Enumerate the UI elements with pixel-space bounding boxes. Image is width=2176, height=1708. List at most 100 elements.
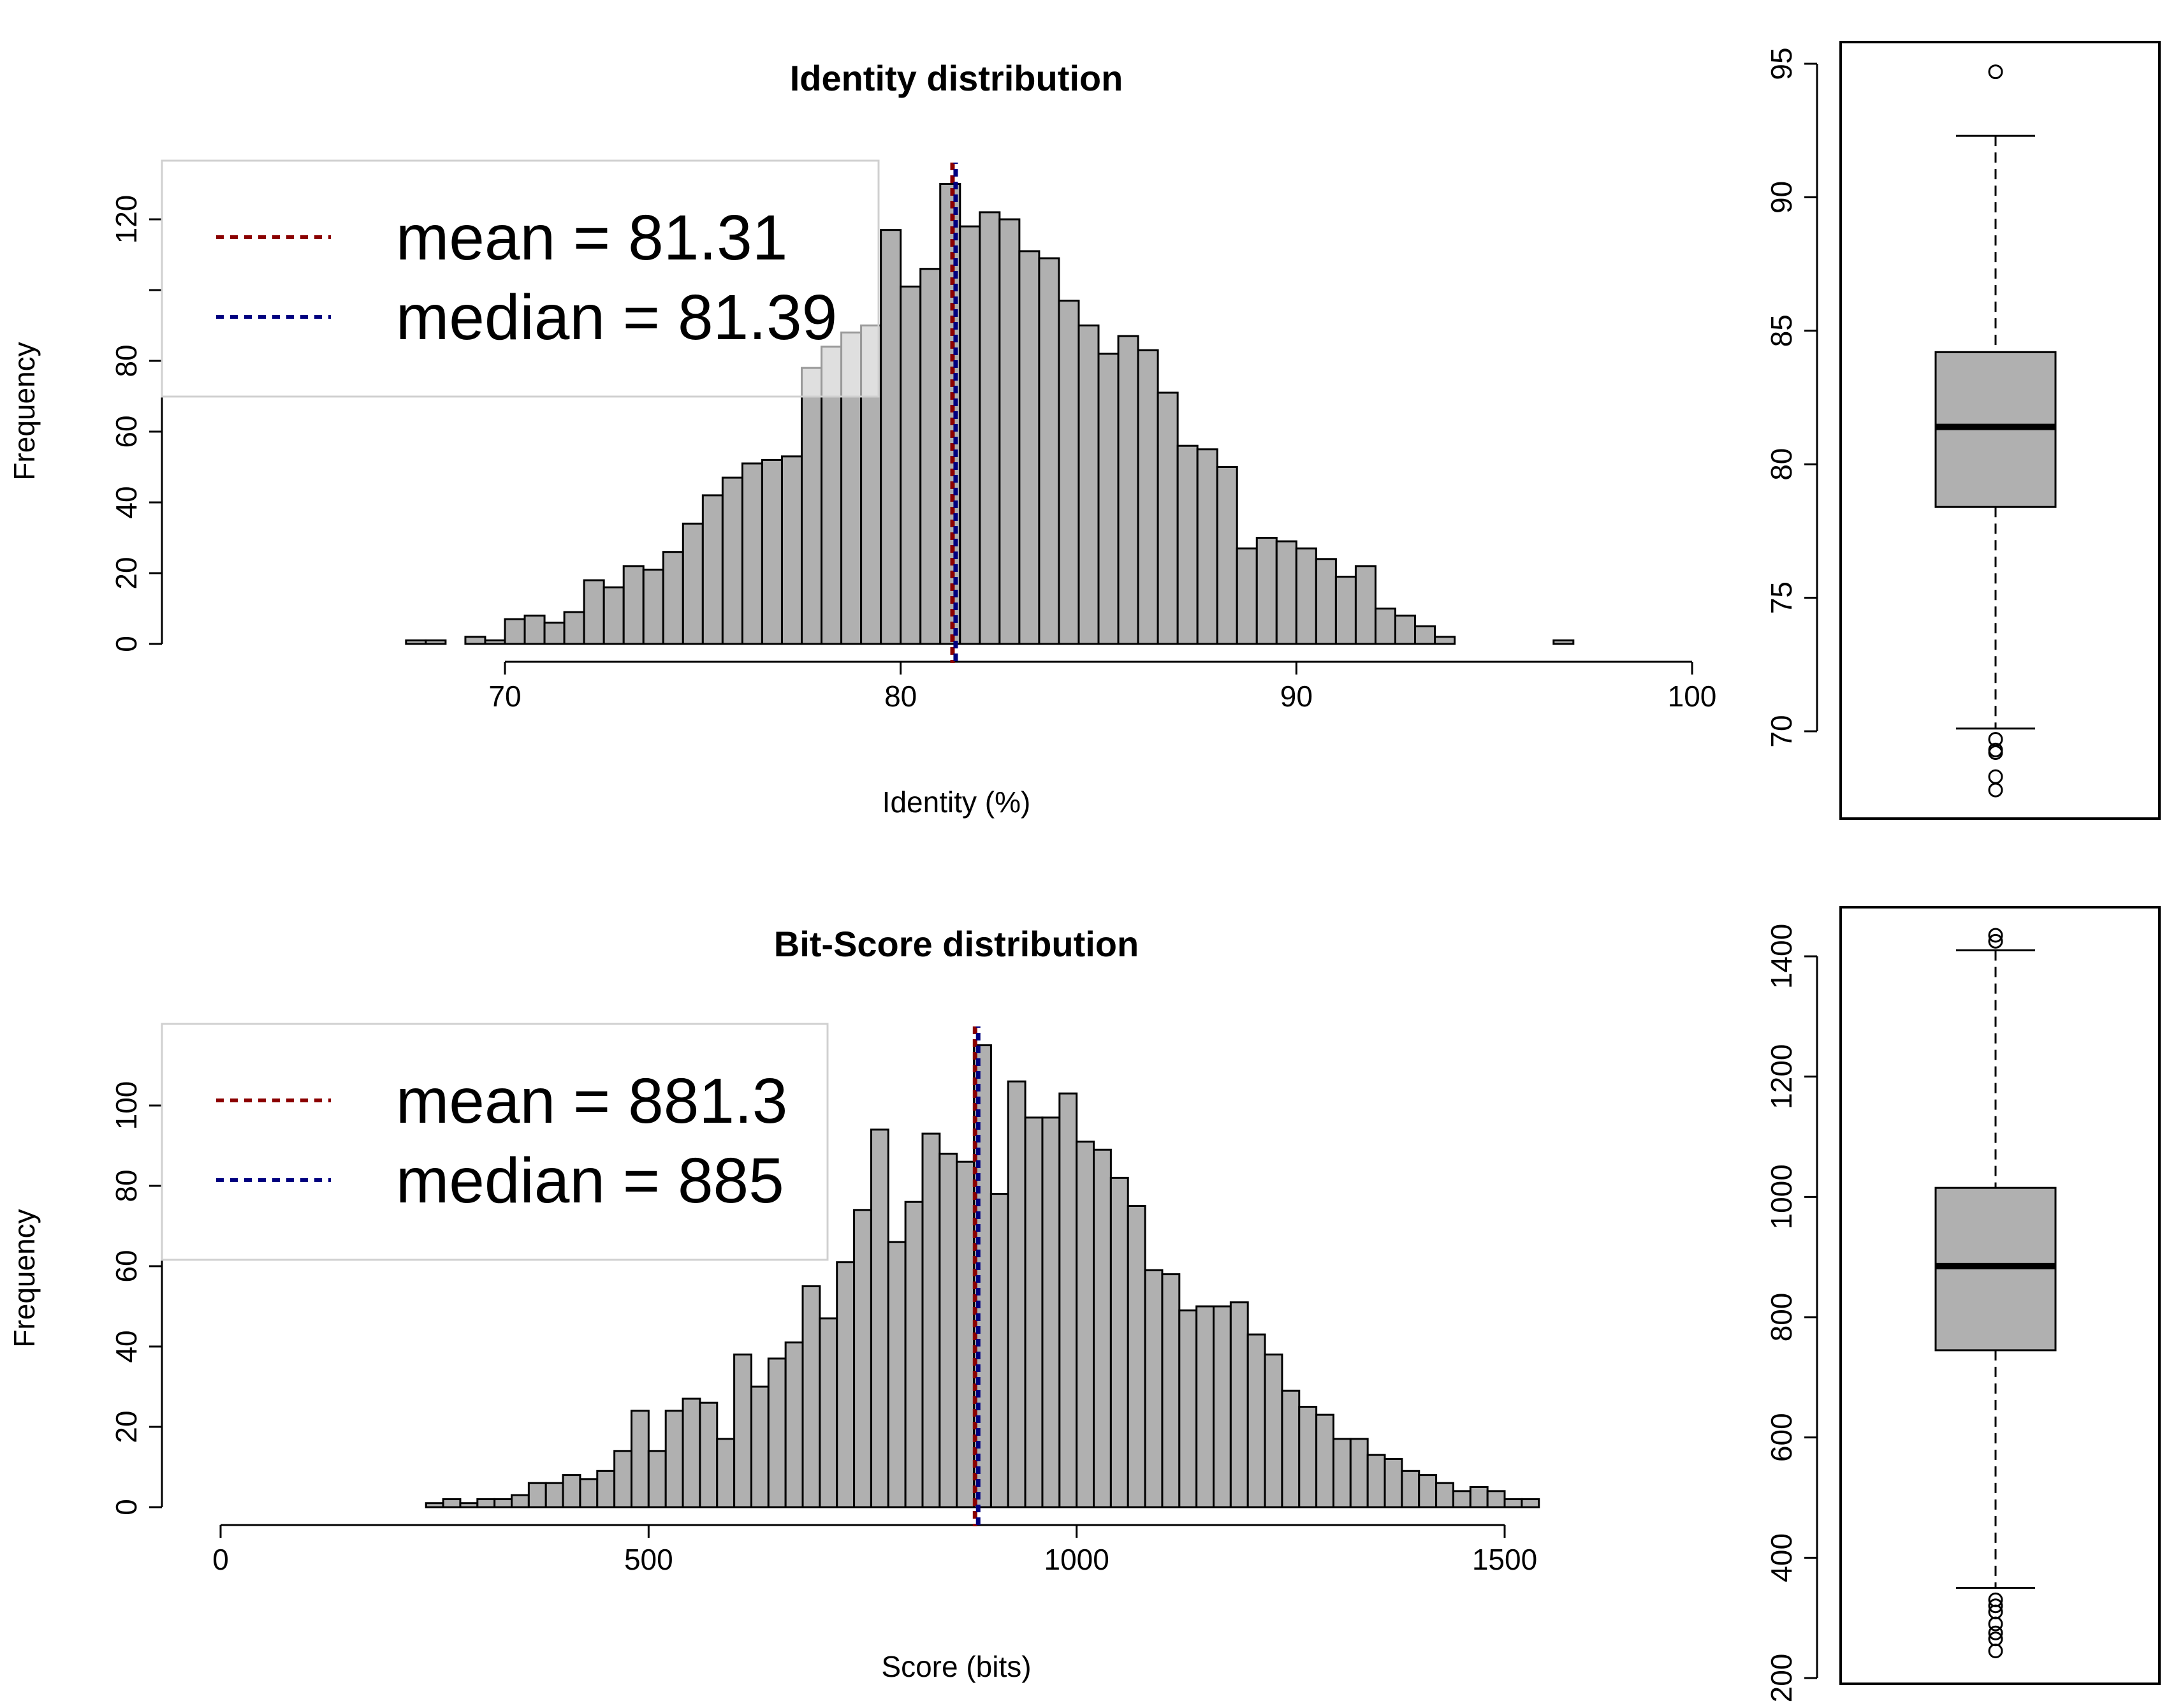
histogram-bar	[1038, 257, 1060, 645]
outlier-point	[1988, 928, 2003, 943]
histogram-bar	[921, 1132, 941, 1508]
histogram-bar	[870, 1128, 889, 1508]
histogram-bar	[544, 1482, 564, 1508]
histogram-bar	[1255, 537, 1278, 645]
identity-boxplot: 70 75 80 85 90 95	[1765, 41, 2161, 820]
y-tick-label: 1000	[1765, 1164, 1798, 1229]
histogram-bar	[504, 618, 526, 645]
x-tick-label: 80	[884, 680, 917, 713]
y-tick-label: 200	[1765, 1654, 1798, 1703]
x-tick-label: 500	[624, 1543, 673, 1576]
y-tick-label: 80	[110, 1169, 143, 1202]
histogram-bar	[1418, 1474, 1438, 1508]
histogram-bar	[801, 1285, 821, 1508]
y-tick-label: 20	[110, 557, 143, 589]
histogram-bar	[801, 367, 823, 645]
histogram-bar	[1486, 1490, 1506, 1508]
histogram-bar	[780, 455, 803, 645]
histogram-bar	[819, 1317, 838, 1508]
x-tick-label: 90	[1280, 680, 1313, 713]
histogram-bar	[1298, 1406, 1318, 1508]
outlier-point	[1988, 1598, 2003, 1614]
y-tick-label: 60	[110, 1250, 143, 1282]
histogram-bar	[662, 551, 684, 645]
histogram-bar	[1109, 1176, 1129, 1508]
histogram-bar	[493, 1498, 513, 1508]
histogram-bar	[602, 586, 625, 645]
histogram-bar	[904, 1201, 924, 1508]
y-tick-label: 40	[110, 1330, 143, 1362]
histogram-bar	[1246, 1333, 1266, 1508]
histogram-bar	[511, 1494, 530, 1508]
legend-label: median = 81.39	[396, 282, 837, 353]
histogram-bar	[664, 1410, 684, 1508]
histogram-bar	[998, 218, 1021, 645]
histogram-bar	[543, 622, 566, 645]
y-tick-label: 90	[1765, 181, 1798, 214]
histogram-bar	[1452, 1490, 1471, 1508]
histogram-bar	[682, 1398, 701, 1508]
histogram-bar	[699, 1401, 719, 1508]
histogram-bar	[1236, 547, 1258, 645]
chart-title: Identity distribution	[790, 58, 1123, 98]
histogram-bar	[1503, 1498, 1523, 1508]
histogram-bar	[1058, 1092, 1078, 1508]
histogram-bar	[1315, 1413, 1334, 1508]
x-tick-label: 1500	[1472, 1543, 1537, 1576]
histogram-bar	[1275, 540, 1297, 645]
histogram-bar	[750, 1385, 770, 1508]
outlier-point	[1988, 782, 2003, 798]
histogram-bar	[425, 1502, 444, 1508]
histogram-bar	[1041, 1116, 1061, 1508]
histogram-bar	[1401, 1470, 1420, 1508]
x-tick-label: 100	[1668, 680, 1717, 713]
histogram-bar	[583, 579, 605, 645]
histogram-bar	[1216, 466, 1238, 645]
bitscore-histogram: Bit-Score distribution Frequency Score (…	[8, 924, 1540, 1683]
histogram-bar	[1332, 1438, 1352, 1508]
y-tick-label: 70	[1765, 715, 1798, 747]
histogram-bar	[647, 1450, 667, 1508]
y-tick-label: 0	[110, 1499, 143, 1515]
histogram-bar	[405, 639, 427, 645]
histogram-bar	[1178, 1309, 1198, 1508]
histogram-bar	[1394, 615, 1417, 645]
histogram-bar	[741, 462, 763, 645]
histogram-bar	[887, 1241, 907, 1508]
x-axis-label: Identity (%)	[882, 785, 1031, 819]
legend-label: mean = 81.31	[396, 202, 787, 274]
outlier-point	[1988, 769, 2003, 784]
outlier-point	[1988, 745, 2003, 761]
histogram-bar	[1127, 1205, 1146, 1508]
y-tick-label: 400	[1765, 1533, 1798, 1582]
histogram-bar	[1097, 353, 1120, 645]
y-tick-label: 1400	[1765, 924, 1798, 989]
histogram-bar	[596, 1470, 616, 1508]
histogram-bar	[1354, 565, 1376, 645]
histogram-bar	[464, 636, 486, 645]
histogram-bar	[523, 615, 546, 645]
histogram-bar	[1161, 1273, 1181, 1508]
histogram-bar	[1552, 639, 1575, 645]
histogram-bar	[1349, 1438, 1369, 1508]
y-tick-label: 95	[1765, 47, 1798, 80]
histogram-bar	[1469, 1486, 1489, 1508]
histogram-bar	[959, 225, 981, 645]
histogram-bar	[442, 1498, 462, 1508]
y-tick-label: 60	[110, 415, 143, 448]
histogram-bar	[1229, 1301, 1249, 1508]
chart-title: Bit-Score distribution	[774, 924, 1139, 964]
histogram-bar	[579, 1478, 599, 1508]
outlier-point	[1988, 1625, 2003, 1640]
histogram-bar	[767, 1357, 787, 1508]
histogram-bar	[1435, 1482, 1454, 1508]
histogram-bar	[979, 211, 1001, 645]
histogram-bar	[938, 1153, 958, 1508]
histogram-bar	[1007, 1080, 1026, 1508]
legend-box	[161, 1023, 829, 1261]
histogram-bar	[642, 568, 664, 645]
histogram-bar	[733, 1354, 752, 1508]
histogram-bar	[622, 565, 645, 645]
histogram-bar	[784, 1341, 804, 1508]
